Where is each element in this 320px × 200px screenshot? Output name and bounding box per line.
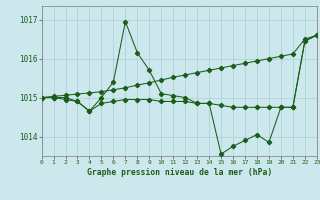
X-axis label: Graphe pression niveau de la mer (hPa): Graphe pression niveau de la mer (hPa)	[87, 168, 272, 177]
